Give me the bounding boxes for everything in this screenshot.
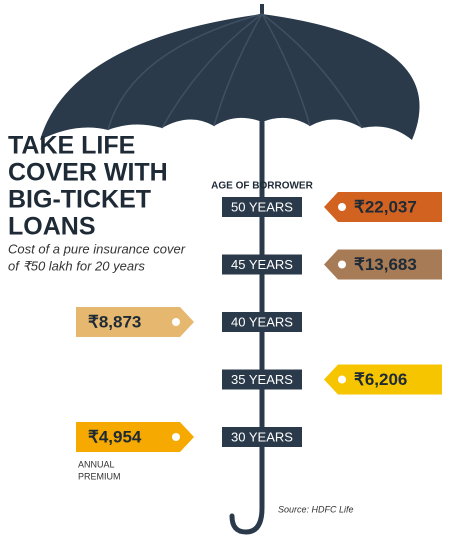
subtitle-line: Cost of a pure insurance cover [8, 241, 186, 256]
tag-hole [172, 433, 180, 441]
tag-hole [338, 260, 346, 269]
age-label: 35 YEARS [231, 372, 293, 387]
title-line: COVER WITH [8, 159, 168, 187]
premium-tag [76, 422, 194, 452]
premium-label: ₹22,037 [354, 197, 417, 216]
premium-label: ₹4,954 [88, 427, 142, 446]
premium-tag [76, 307, 194, 337]
axis-label: AGE OF BORROWER [211, 181, 313, 192]
tag-hole [172, 318, 180, 326]
age-box [222, 427, 302, 447]
age-box [222, 312, 302, 332]
premium-tag [324, 192, 442, 222]
premium-label: ₹6,206 [354, 370, 407, 389]
premium-tag [324, 249, 442, 280]
tag-hole [338, 375, 346, 384]
age-label: 50 YEARS [231, 199, 293, 214]
age-box [222, 369, 302, 390]
age-box [222, 254, 302, 275]
premium-tag [324, 364, 442, 395]
umbrella [40, 4, 420, 535]
source: Source: HDFC Life [278, 504, 354, 514]
age-label: 30 YEARS [231, 429, 293, 444]
age-box [222, 197, 302, 217]
premium-label: ₹13,683 [354, 255, 417, 274]
title-line: BIG-TICKET [8, 186, 151, 214]
footnote-line: PREMIUM [78, 471, 121, 481]
footnote-line: ANNUAL [78, 459, 115, 469]
age-label: 45 YEARS [231, 257, 293, 272]
age-label: 40 YEARS [231, 314, 293, 329]
subtitle-line: of ₹50 lakh for 20 years [8, 258, 145, 273]
tag-hole [338, 203, 346, 211]
title-line: TAKE LIFE [8, 132, 135, 160]
title-line: LOANS [8, 213, 96, 241]
premium-label: ₹8,873 [88, 312, 141, 331]
